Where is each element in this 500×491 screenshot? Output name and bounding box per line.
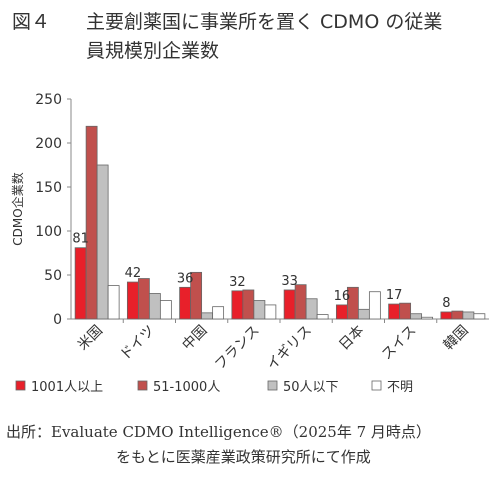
bar: [357, 308, 370, 320]
bar: [253, 300, 266, 320]
bar: [388, 303, 401, 320]
bar: [231, 290, 244, 320]
bar: [451, 310, 464, 320]
bar: [264, 304, 277, 320]
legend-swatch: [371, 380, 382, 391]
bar: [346, 286, 359, 320]
x-category-label: 米国: [75, 323, 106, 354]
x-category-label: 日本: [336, 323, 367, 354]
bar: [159, 300, 172, 320]
y-tick-label: 250: [35, 92, 62, 108]
data-label: 16: [334, 289, 351, 304]
legend-swatch: [267, 380, 278, 391]
source-note: 出所：Evaluate CDMO Intelligence®（2025年 7 月…: [6, 420, 498, 470]
y-tick-label: 100: [35, 224, 62, 240]
y-tick-label: 50: [44, 268, 62, 284]
legend-label: 51-1000人: [153, 380, 220, 395]
bar: [107, 285, 120, 320]
bar: [399, 302, 412, 320]
bar: [126, 281, 139, 320]
y-tick-label: 200: [35, 136, 62, 152]
y-tick-label: 0: [53, 312, 62, 328]
bar: [305, 298, 318, 320]
x-category-label: 中国: [179, 323, 210, 354]
bar: [148, 293, 161, 320]
bar: [421, 316, 434, 320]
title-line-2: 員規模別企業数: [86, 40, 220, 62]
bar: [137, 278, 150, 320]
title-line-1: 主要創薬国に事業所を置く CDMO の従業: [86, 11, 443, 33]
source-line-2: をもとに医薬産業政策研究所にて作成: [116, 448, 371, 466]
x-category-label: 韓国: [441, 323, 472, 354]
bar: [85, 125, 98, 320]
y-tick-label: 150: [35, 180, 62, 196]
bar: [201, 312, 214, 320]
bar: [190, 271, 203, 320]
data-label: 36: [177, 271, 194, 286]
data-label: 32: [229, 275, 246, 290]
x-category-label: フランス: [212, 323, 263, 374]
bar: [368, 291, 381, 320]
legend-label: 不明: [387, 380, 413, 395]
bar: [316, 314, 329, 320]
x-category-label: スイス: [379, 323, 420, 364]
bar: [440, 311, 453, 320]
bar: [283, 289, 296, 320]
data-label: 81: [72, 232, 89, 247]
chart-title: 図４ 主要創薬国に事業所を置く CDMO の従業 員規模別企業数: [12, 8, 492, 66]
bar-chart: 0 50 100 150 200 250 CDMO企業数 81 米国 42 ドイツ 36 中国 32 フラン…: [10, 92, 489, 395]
bar: [462, 311, 475, 320]
bar: [335, 304, 348, 320]
bar: [473, 313, 486, 320]
y-axis-title: CDMO企業数: [10, 172, 25, 245]
x-category-label: ドイツ: [117, 323, 158, 364]
bar: [179, 286, 192, 320]
bar: [410, 313, 423, 320]
legend-label: 1001人以上: [31, 380, 103, 395]
bar: [74, 247, 87, 320]
data-label: 42: [125, 266, 142, 281]
bar: [212, 306, 225, 320]
legend-label: 50人以下: [283, 380, 339, 395]
data-label: 8: [442, 296, 450, 311]
legend-swatch: [137, 380, 148, 391]
bar: [294, 284, 307, 320]
bar: [96, 164, 109, 320]
legend-swatch: [15, 380, 26, 391]
data-label: 33: [281, 274, 298, 289]
x-category-label: イギリス: [264, 323, 315, 374]
figure-number: 図４: [12, 11, 51, 33]
source-line-1: 出所：Evaluate CDMO Intelligence®（2025年 7 月…: [6, 423, 431, 441]
data-label: 17: [386, 288, 403, 303]
bar: [242, 289, 255, 320]
